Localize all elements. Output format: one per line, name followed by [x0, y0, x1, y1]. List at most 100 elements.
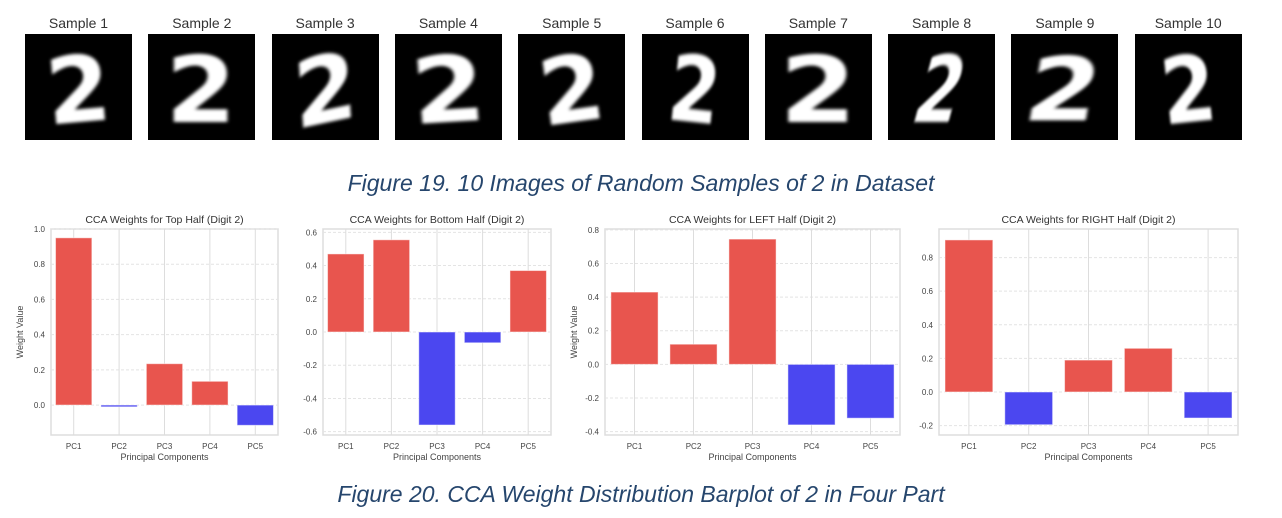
digit-image: 2 — [764, 34, 872, 144]
bar-pc5 — [846, 363, 895, 419]
bar-pc2 — [100, 404, 138, 408]
y-tick-label: -0.2 — [919, 422, 933, 431]
bar-pc4 — [191, 380, 229, 406]
digit-image: 2 — [1134, 34, 1242, 147]
sample-title: Sample 2 — [172, 15, 232, 31]
x-tick-label: PC1 — [66, 442, 82, 451]
bar-pc3 — [728, 238, 777, 365]
y-tick-label: 0.4 — [922, 321, 934, 330]
digit-image: 2 — [148, 34, 256, 144]
sample-6: Sample 6 2 — [641, 14, 749, 146]
x-axis-label: Principal Components — [1044, 452, 1133, 462]
sample-5: Sample 5 2 — [518, 14, 626, 148]
sample-title: Sample 9 — [1035, 15, 1095, 31]
sample-1: Sample 1 2 — [25, 14, 132, 147]
x-tick-label: PC4 — [475, 442, 491, 451]
y-tick-label: 0.2 — [588, 327, 600, 336]
y-tick-label: -0.4 — [303, 394, 317, 403]
bar-pc3 — [1064, 359, 1113, 393]
digit-glyph: 2 — [42, 34, 115, 140]
y-tick-label: -0.6 — [303, 428, 317, 437]
y-tick-label: 0.2 — [34, 366, 46, 375]
y-tick-label: -0.4 — [585, 428, 599, 437]
chart-title: CCA Weights for Top Half (Digit 2) — [85, 214, 243, 226]
digit-glyph: 2 — [663, 35, 725, 140]
digit-image: 2 — [1011, 34, 1119, 142]
bar-pc1 — [944, 239, 994, 393]
sample-title: Sample 6 — [665, 15, 725, 31]
y-tick-label: 0.4 — [34, 331, 46, 340]
x-tick-label: PC4 — [804, 442, 820, 451]
digit-glyph: 2 — [1018, 40, 1110, 140]
digit-image: 2 — [888, 34, 996, 145]
digit-glyph: 2 — [533, 34, 611, 140]
sample-10: Sample 10 2 — [1134, 14, 1242, 147]
x-tick-label: PC2 — [1021, 442, 1037, 451]
digit-glyph: 2 — [166, 36, 236, 140]
y-tick-label: -0.2 — [303, 361, 317, 370]
bar-pc4 — [463, 331, 502, 344]
bar-pc2 — [1004, 391, 1054, 426]
bar-pc3 — [145, 363, 184, 406]
bar-pc1 — [55, 237, 93, 406]
sample-title: Sample 5 — [542, 15, 602, 31]
sample-2: Sample 2 2 — [148, 14, 256, 144]
sample-7: Sample 7 2 — [764, 14, 872, 144]
x-tick-label: PC1 — [961, 442, 977, 451]
x-tick-label: PC3 — [429, 442, 445, 451]
y-tick-label: -0.2 — [585, 394, 599, 403]
y-axis-label: Weight Value — [15, 306, 25, 359]
y-tick-label: 0.4 — [588, 293, 600, 302]
sample-title: Sample 3 — [295, 15, 355, 31]
digit-image: 2 — [641, 34, 749, 146]
y-tick-label: 0.6 — [922, 287, 934, 296]
sample-3: Sample 3 2 — [271, 14, 379, 151]
sample-9: Sample 9 2 — [1011, 14, 1119, 142]
digit-image: 2 — [518, 33, 626, 148]
bar-pc4 — [787, 363, 836, 426]
digit-image: 2 — [271, 29, 379, 151]
x-tick-label: PC2 — [384, 442, 400, 451]
bar-pc1 — [327, 253, 365, 333]
y-tick-label: 0.2 — [306, 295, 318, 304]
x-tick-label: PC3 — [157, 442, 173, 451]
bar-pc1 — [610, 291, 659, 365]
y-tick-label: 0.8 — [588, 226, 600, 235]
sample-title: Sample 10 — [1154, 15, 1222, 31]
bar-pc5 — [236, 404, 274, 426]
bar-pc4 — [1123, 347, 1173, 393]
sample-title: Sample 4 — [418, 15, 478, 31]
digit-image: 2 — [25, 34, 132, 147]
digit-glyph: 2 — [903, 38, 976, 140]
chart-title: CCA Weights for RIGHT Half (Digit 2) — [1001, 214, 1175, 226]
x-tick-label: PC5 — [863, 442, 879, 451]
bar-pc5 — [1183, 391, 1233, 419]
digit-image: 2 — [394, 34, 502, 146]
x-tick-label: PC5 — [1200, 442, 1216, 451]
sample-title: Sample 7 — [788, 15, 848, 31]
sample-title: Sample 8 — [912, 15, 972, 31]
y-tick-label: 0.0 — [922, 388, 934, 397]
x-tick-label: PC4 — [202, 442, 218, 451]
x-tick-label: PC5 — [248, 442, 264, 451]
y-tick-label: 0.0 — [588, 360, 600, 369]
y-tick-label: 0.8 — [34, 260, 46, 269]
sample-title: Sample 1 — [48, 15, 109, 31]
x-tick-label: PC1 — [338, 442, 354, 451]
y-tick-label: 0.2 — [922, 354, 934, 363]
figure-20-caption: Figure 20. CCA Weight Distribution Barpl… — [337, 481, 945, 507]
x-axis-label: Principal Components — [708, 452, 797, 462]
chart-title: CCA Weights for Bottom Half (Digit 2) — [350, 214, 525, 226]
figure-19-caption: Figure 19. 10 Images of Random Samples o… — [347, 170, 935, 196]
y-axis-label: Weight Value — [569, 306, 579, 359]
x-tick-label: PC2 — [686, 442, 702, 451]
bar-chart-2: -0.6 -0.4 -0.2 0.0 0.2 0.4 0.6 PC1 PC2 PC3 PC4 PC5 C… — [303, 214, 552, 462]
bar-pc5 — [509, 270, 547, 333]
y-tick-label: 0.0 — [34, 401, 46, 410]
bar-pc2 — [669, 343, 718, 365]
digit-glyph: 2 — [779, 37, 856, 140]
digit-glyph: 2 — [290, 34, 360, 140]
y-tick-label: 1.0 — [34, 225, 46, 234]
bar-pc3 — [418, 331, 456, 426]
x-tick-label: PC4 — [1141, 442, 1157, 451]
